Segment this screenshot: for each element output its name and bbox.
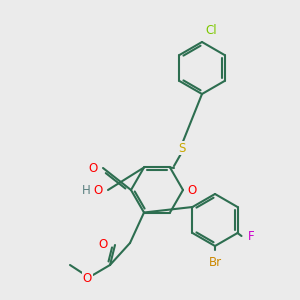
Text: O: O (94, 184, 103, 196)
Text: O: O (83, 272, 92, 284)
Text: S: S (178, 142, 186, 154)
Text: F: F (248, 230, 254, 244)
Text: Cl: Cl (205, 24, 217, 37)
Text: O: O (99, 238, 108, 251)
Text: O: O (187, 184, 196, 196)
Text: Br: Br (208, 256, 222, 269)
Text: H: H (82, 184, 91, 196)
Text: O: O (89, 161, 98, 175)
